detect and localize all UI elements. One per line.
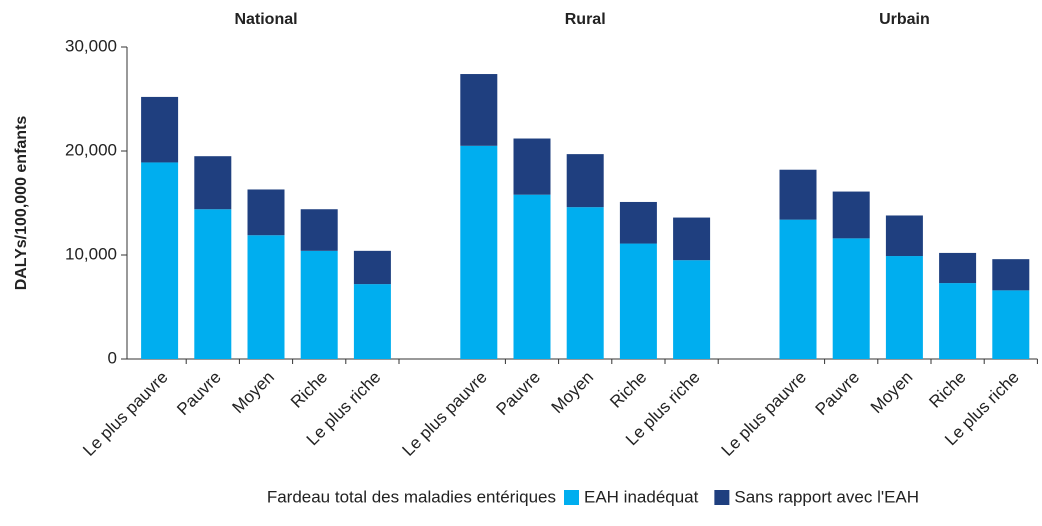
bar-segment <box>885 256 923 359</box>
group-title: Urbain <box>879 11 930 28</box>
x-tick-label: Le plus pauvre <box>398 368 490 460</box>
bar-segment <box>247 189 285 236</box>
legend-label: Sans rapport avec l'EAH <box>734 487 919 506</box>
x-tick-label: Moyen <box>867 368 917 418</box>
x-tick-label: Moyen <box>228 368 278 418</box>
bar-segment <box>992 290 1030 359</box>
x-tick-label: Riche <box>287 368 331 412</box>
legend-swatch <box>564 490 579 505</box>
x-tick-label: Pauvre <box>173 368 225 420</box>
bar-segment <box>885 215 923 257</box>
bar-segment <box>673 217 711 261</box>
bar-segment <box>939 252 977 284</box>
bar-segment <box>832 238 870 359</box>
bar-segment <box>779 219 817 359</box>
bar-segment <box>513 194 551 359</box>
bar-segment <box>566 207 604 359</box>
bar-segment <box>939 283 977 359</box>
y-tick-label: 0 <box>108 348 117 367</box>
x-tick-label: Le plus pauvre <box>718 368 810 460</box>
bar-segment <box>194 209 232 359</box>
y-tick-label: 30,000 <box>65 36 117 55</box>
y-tick-label: 20,000 <box>65 140 117 159</box>
y-tick-label: 10,000 <box>65 244 117 263</box>
bar-segment <box>513 138 551 195</box>
x-tick-label: Pauvre <box>492 368 544 420</box>
bar-segment <box>300 250 338 359</box>
bar-segment <box>566 154 604 208</box>
bar-segment <box>460 74 498 146</box>
bar-segment <box>779 169 817 220</box>
bar-segment <box>673 260 711 359</box>
bar-segment <box>353 284 391 359</box>
bar-segment <box>619 243 657 359</box>
bar-segment <box>141 96 179 163</box>
bar-segment <box>992 259 1030 291</box>
legend-swatch <box>714 490 730 505</box>
bar-segment <box>619 201 657 244</box>
bar-segment <box>300 209 338 251</box>
group-title: National <box>234 11 297 28</box>
bar-segment <box>247 235 285 359</box>
legend-label: EAH inadéquat <box>584 487 699 506</box>
x-tick-label: Riche <box>925 368 969 412</box>
y-axis-label: DALYs/100,000 enfants <box>13 116 30 291</box>
x-tick-label: Riche <box>606 368 650 412</box>
x-tick-label: Moyen <box>548 368 598 418</box>
x-tick-label: Le plus pauvre <box>79 368 171 460</box>
bar-segment <box>353 250 391 285</box>
group-title: Rural <box>565 11 606 28</box>
bar-segment <box>194 156 232 210</box>
bar-segment <box>460 145 498 359</box>
x-tick-label: Pauvre <box>812 368 864 420</box>
bar-segment <box>141 162 179 359</box>
bar-segment <box>832 191 870 239</box>
legend-title: Fardeau total des maladies entériques <box>267 487 556 506</box>
